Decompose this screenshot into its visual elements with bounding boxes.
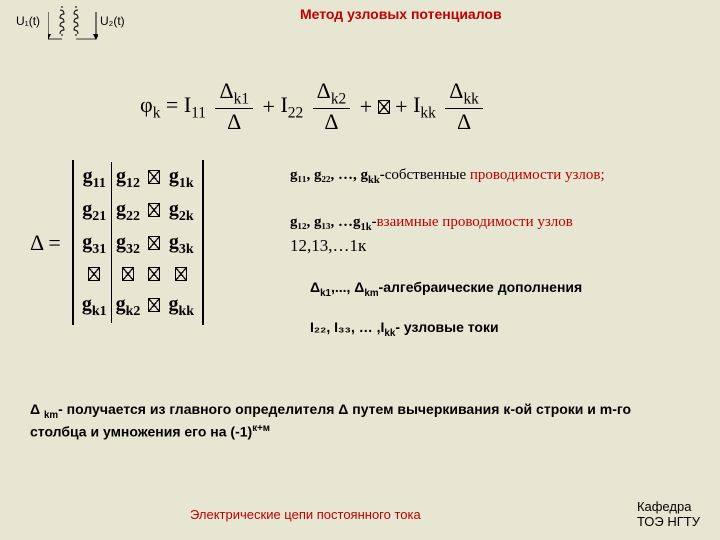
placeholder-icon <box>378 100 390 114</box>
gmut-red: взаимные проводимости узлов <box>377 214 573 230</box>
dalg-sub1: k1 <box>320 288 331 299</box>
bn-t1: Δ <box>30 401 44 417</box>
phi: φ <box>140 92 153 117</box>
determinant: Δ = g11 g12 g1k g21 g22 g2k g31 g32 g3k <box>30 160 204 325</box>
gmut-tail: 12,13,…1к <box>290 236 366 255</box>
dk1-sub: k1 <box>234 90 249 107</box>
dalg-tail: -алгебраические дополнения <box>379 279 583 295</box>
dkk: Δ <box>449 78 463 103</box>
delta-equals: Δ = <box>30 230 67 256</box>
dept-line2: ТОЭ НГТУ <box>637 514 700 529</box>
dkk-sub: kk <box>463 90 478 107</box>
i22-sub: 22 <box>288 104 303 121</box>
i22: I <box>280 92 287 117</box>
den3: Δ <box>445 109 483 135</box>
dk2: Δ <box>317 78 331 103</box>
den2: Δ <box>313 109 351 135</box>
gmut-prefix: g₁₂, g₁₃, …g <box>290 214 361 230</box>
ii-sub: kk <box>384 328 395 339</box>
determinant-table: g11 g12 g1k g21 g22 g2k g31 g32 g3k <box>78 162 198 323</box>
def-node-currents: I₂₂, I₃₃, … ,Ikk- узловые токи <box>310 318 720 340</box>
footer-topic: Электрические цепи постоянного тока <box>190 507 421 522</box>
page-title: Метод узловых потенциалов <box>300 6 502 22</box>
bottom-note: Δ km- получается из главного определител… <box>30 400 690 442</box>
footer-dept: Кафедра ТОЭ НГТУ <box>637 499 700 530</box>
dalg-sub2: km <box>364 288 378 299</box>
gmut-sub: 1k <box>361 222 372 233</box>
ii-tail: - узловые токи <box>395 319 498 335</box>
dk2-sub: k2 <box>331 90 346 107</box>
main-formula: φk = I11 Δk1 Δ + I22 Δk2 Δ + + Ikk Δkk Δ <box>140 78 487 135</box>
dalg-mid: ,..., Δ <box>331 279 364 295</box>
gself-prefix: g₁₁, g₂₂, …, g <box>290 167 368 183</box>
dk1: Δ <box>219 78 233 103</box>
gself-sub: kk <box>368 175 380 186</box>
u1-label: U₁(t) <box>16 14 40 28</box>
dept-line1: Кафедра <box>637 499 692 514</box>
ikk-sub: kk <box>420 104 435 121</box>
def-mutual-conductance: g₁₂, g₁₃, …g1k-взаимные проводимости узл… <box>290 212 710 258</box>
bn-t2: - получается из главного определителя Δ … <box>30 401 631 440</box>
dalg: Δ <box>310 279 320 295</box>
u2-label: U₂(t) <box>100 14 125 28</box>
gself-red: проводимости узлов; <box>470 167 605 183</box>
ii-prefix: I₂₂, I₃₃, … ,I <box>310 319 384 335</box>
phi-sub: k <box>153 104 161 121</box>
bn-sup: к+м <box>252 423 270 434</box>
bn-sub: km <box>44 410 58 421</box>
den1: Δ <box>215 109 253 135</box>
gself-tail: собственные <box>385 167 470 183</box>
circuit-icon <box>48 6 98 48</box>
def-self-conductance: g₁₁, g₂₂, …, gkk-собственные проводимост… <box>290 165 710 188</box>
i11-sub: 11 <box>191 104 206 121</box>
def-alg-complement: Δk1,..., Δkm-алгебраические дополнения <box>310 278 720 300</box>
